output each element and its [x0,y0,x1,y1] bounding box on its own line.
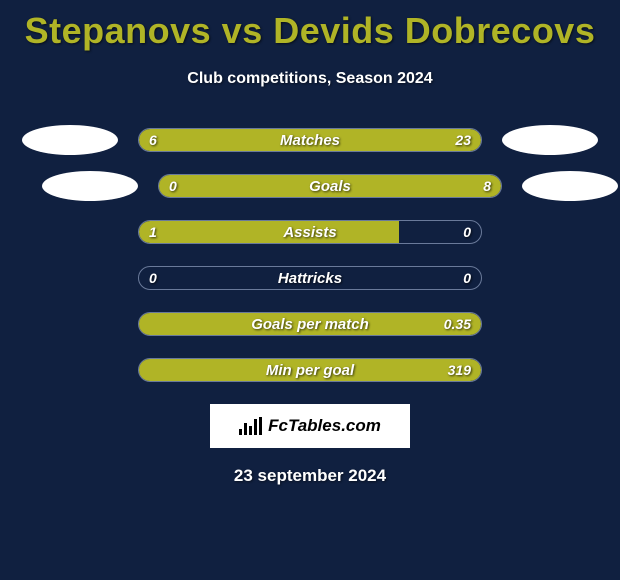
avatar-spacer [502,358,598,382]
avatar-spacer [22,220,118,244]
stat-label: Min per goal [139,359,481,381]
date-text: 23 september 2024 [0,466,620,486]
player-avatar-left [22,125,118,155]
subtitle: Club competitions, Season 2024 [0,70,620,88]
stat-label: Matches [139,129,481,151]
stat-bar: 623Matches [138,128,482,152]
stat-label: Hattricks [139,267,481,289]
stat-bar: 08Goals [158,174,502,198]
stat-row: 319Min per goal [0,358,620,382]
stat-row: 08Goals [0,174,620,198]
avatar-spacer [502,312,598,336]
stat-row: 0.35Goals per match [0,312,620,336]
avatar-spacer [22,312,118,336]
stat-bar: 0.35Goals per match [138,312,482,336]
chart-icon [239,417,262,435]
avatar-spacer [22,266,118,290]
player-avatar-right [522,171,618,201]
avatar-spacer [502,220,598,244]
stat-label: Goals [159,175,501,197]
source-badge: FcTables.com [210,404,410,448]
stat-bar: 319Min per goal [138,358,482,382]
stat-bar: 00Hattricks [138,266,482,290]
stat-row: 00Hattricks [0,266,620,290]
player-avatar-left [42,171,138,201]
stats-container: 623Matches 08Goals 10Assists 00Hattricks 0.3… [0,128,620,382]
stat-row: 623Matches [0,128,620,152]
player-avatar-right [502,125,598,155]
avatar-spacer [502,266,598,290]
stat-row: 10Assists [0,220,620,244]
stat-label: Goals per match [139,313,481,335]
avatar-spacer [22,358,118,382]
page-title: Stepanovs vs Devids Dobrecovs [0,0,620,52]
stat-label: Assists [139,221,481,243]
stat-bar: 10Assists [138,220,482,244]
badge-text: FcTables.com [268,416,381,436]
